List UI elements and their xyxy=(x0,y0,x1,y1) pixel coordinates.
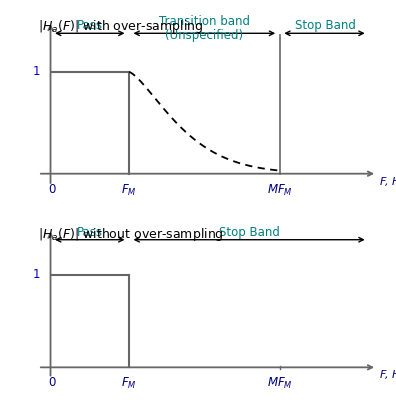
Text: $MF_M$: $MF_M$ xyxy=(267,183,293,198)
Text: 0: 0 xyxy=(48,183,56,196)
Text: $|H_a(F)|$ with over-sampling: $|H_a(F)|$ with over-sampling xyxy=(38,18,203,35)
Text: Pass: Pass xyxy=(77,19,103,32)
Text: $F_M$: $F_M$ xyxy=(121,376,137,391)
Text: Stop Band: Stop Band xyxy=(219,226,280,239)
Text: 0: 0 xyxy=(48,376,56,389)
Text: $MF_M$: $MF_M$ xyxy=(267,376,293,391)
Text: 1: 1 xyxy=(32,66,40,78)
Text: F, Hz: F, Hz xyxy=(380,177,396,187)
Text: Pass: Pass xyxy=(77,226,103,239)
Text: F, Hz: F, Hz xyxy=(380,370,396,380)
Text: Stop Band: Stop Band xyxy=(295,19,356,32)
Text: 1: 1 xyxy=(32,268,40,281)
Text: $|H_a(F)|$ without over-sampling: $|H_a(F)|$ without over-sampling xyxy=(38,226,224,243)
Text: (Unspecified): (Unspecified) xyxy=(165,29,244,42)
Text: $F_M$: $F_M$ xyxy=(121,183,137,198)
Text: Transition band: Transition band xyxy=(159,14,250,28)
